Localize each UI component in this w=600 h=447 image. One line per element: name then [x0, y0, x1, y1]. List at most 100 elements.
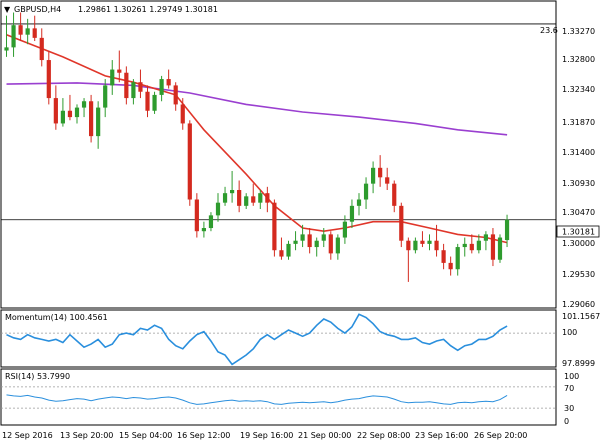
candle-body: [110, 69, 115, 86]
candle-body: [328, 234, 333, 254]
candle-body: [462, 243, 467, 248]
candle-body: [356, 199, 362, 206]
candle-body: [117, 69, 122, 73]
candle: [455, 243, 460, 276]
candle-body: [46, 60, 51, 99]
candle: [46, 50, 51, 105]
candle: [96, 101, 101, 149]
momentum-panel-frame: [0, 309, 557, 368]
candle-body: [96, 107, 101, 137]
candle-body: [490, 234, 496, 260]
candle-body: [124, 72, 129, 99]
candle-body: [279, 250, 284, 257]
price-label: 1.32340: [562, 85, 595, 94]
rsi-title: RSI(14) 53.7990: [5, 372, 70, 381]
candle: [67, 94, 73, 121]
candle: [110, 60, 115, 95]
collapse-arrow-icon[interactable]: ▼: [4, 5, 11, 14]
candle-body: [300, 234, 305, 241]
candle: [406, 237, 411, 282]
candle: [258, 189, 263, 210]
candle: [448, 256, 453, 276]
candle: [201, 221, 206, 238]
candle: [81, 98, 87, 118]
candle-body: [314, 240, 319, 248]
time-label: 21 Sep 00:00: [298, 431, 351, 440]
candle-body: [152, 94, 157, 111]
price-axis: 1.33270 1.32800 1.32340 1.31870 1.31400 …: [562, 27, 595, 309]
candle: [244, 193, 249, 210]
candle-body: [434, 240, 439, 251]
candle-body: [180, 104, 185, 124]
candle: [11, 12, 16, 57]
candle: [279, 237, 284, 260]
candle: [420, 231, 425, 248]
candle: [314, 237, 319, 257]
price-label: 1.30470: [562, 208, 595, 217]
price-label: 1.31400: [562, 148, 595, 157]
candle: [342, 215, 347, 244]
price-label: 1.29060: [562, 300, 595, 309]
candle-body: [74, 107, 80, 118]
candle-body: [39, 37, 44, 61]
candle-body: [265, 193, 270, 203]
candle: [504, 214, 510, 248]
candle-body: [321, 234, 326, 241]
candle-body: [25, 28, 30, 35]
candle-body: [18, 25, 23, 35]
candle: [39, 28, 44, 67]
time-label: 26 Sep 20:00: [474, 431, 527, 440]
time-label: 13 Sep 20:00: [60, 431, 113, 440]
symbol-label: GBPUSD,H4: [14, 5, 61, 14]
candle-body: [392, 183, 397, 206]
candle-body: [67, 110, 73, 118]
candle: [25, 18, 30, 45]
rsi-panel-frame: [0, 368, 557, 426]
momentum-axis-label: 97.8999: [562, 359, 595, 368]
candle-body: [476, 240, 481, 251]
candle-body: [201, 228, 206, 232]
candle-body: [166, 79, 171, 86]
candle-body: [138, 82, 143, 92]
candle: [131, 79, 136, 105]
candle-body: [420, 240, 425, 244]
candle-body: [448, 262, 453, 270]
candle-body: [53, 98, 58, 124]
candle: [138, 69, 143, 99]
price-label: 1.33270: [562, 27, 595, 36]
candle: [53, 85, 58, 130]
candle: [208, 212, 214, 232]
candle-body: [427, 240, 432, 244]
candle-body: [349, 205, 355, 222]
candle: [32, 15, 37, 42]
rsi-axis-label: 100: [564, 372, 579, 381]
candle-body: [406, 240, 411, 251]
candle: [356, 193, 362, 216]
candle: [399, 202, 404, 248]
rsi-axis-label: 0: [564, 417, 569, 426]
candle-body: [385, 177, 390, 184]
candle-body: [173, 85, 178, 105]
candle-body: [230, 189, 235, 194]
candle: [166, 69, 171, 89]
candle: [237, 180, 242, 213]
candle: [483, 231, 488, 251]
candle-body: [60, 110, 65, 124]
candle: [60, 98, 65, 127]
rsi-line: [6, 394, 508, 405]
candle-body: [441, 250, 446, 263]
candle-body: [11, 25, 16, 48]
ohlc-values: 1.29861 1.30261 1.29749 1.30181: [78, 5, 218, 14]
candle: [293, 231, 298, 251]
candle: [103, 79, 108, 118]
candle: [307, 228, 312, 254]
candle: [441, 243, 446, 270]
candle-body: [258, 193, 263, 203]
candle-body: [272, 202, 277, 251]
candle-body: [215, 202, 221, 216]
candle: [328, 231, 333, 260]
candle-body: [399, 205, 404, 241]
time-label: 22 Sep 08:00: [357, 431, 410, 440]
